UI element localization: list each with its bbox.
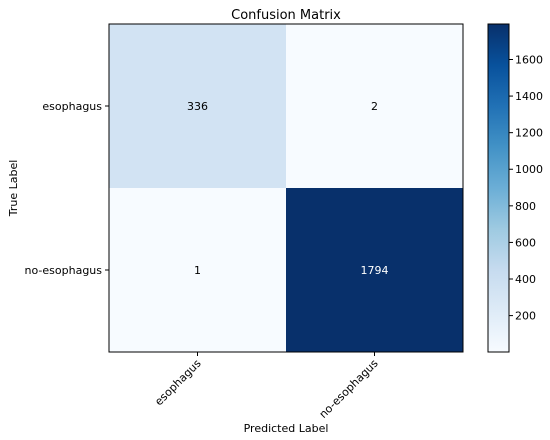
colorbar-tick-label: 1000	[515, 163, 543, 176]
heatmap-cell	[286, 24, 463, 188]
colorbar	[488, 24, 509, 352]
x-axis-label: Predicted Label	[244, 422, 329, 435]
cell-value-label: 336	[187, 100, 208, 113]
plot-frame	[108, 23, 464, 353]
cell-value-label: 2	[371, 100, 378, 113]
cell-value-label: 1	[194, 264, 201, 277]
heatmap-cell	[286, 188, 463, 352]
heatmap-cell-labels: 336 2 1 1794	[187, 100, 389, 277]
colorbar-tick-label: 600	[515, 236, 536, 249]
x-tick-label: esophagus	[152, 357, 204, 409]
y-tick-label: esophagus	[42, 100, 102, 113]
x-axis: esophagus no-esophagus	[152, 352, 381, 421]
colorbar-tick-label: 200	[515, 310, 536, 323]
colorbar-tick-label: 1400	[515, 90, 543, 103]
heatmap-cell	[109, 188, 286, 352]
colorbar-frame	[487, 23, 510, 353]
heatmap-cell	[109, 24, 286, 188]
y-axis: esophagus no-esophagus	[25, 100, 109, 277]
x-tick-label: no-esophagus	[317, 357, 381, 421]
colorbar-tick-label: 1600	[515, 53, 543, 66]
colorbar-tick-label: 800	[515, 200, 536, 213]
y-axis-label: True Label	[7, 160, 20, 218]
heatmap-cells	[109, 24, 463, 352]
colorbar-tick-label: 1200	[515, 127, 543, 140]
colorbar-ticks: 200 400 600 800 1000 1200 1400 1600	[509, 53, 543, 323]
colorbar-tick-label: 400	[515, 273, 536, 286]
chart-title: Confusion Matrix	[231, 8, 341, 23]
y-tick-label: no-esophagus	[25, 264, 103, 277]
cell-value-label: 1794	[361, 264, 389, 277]
